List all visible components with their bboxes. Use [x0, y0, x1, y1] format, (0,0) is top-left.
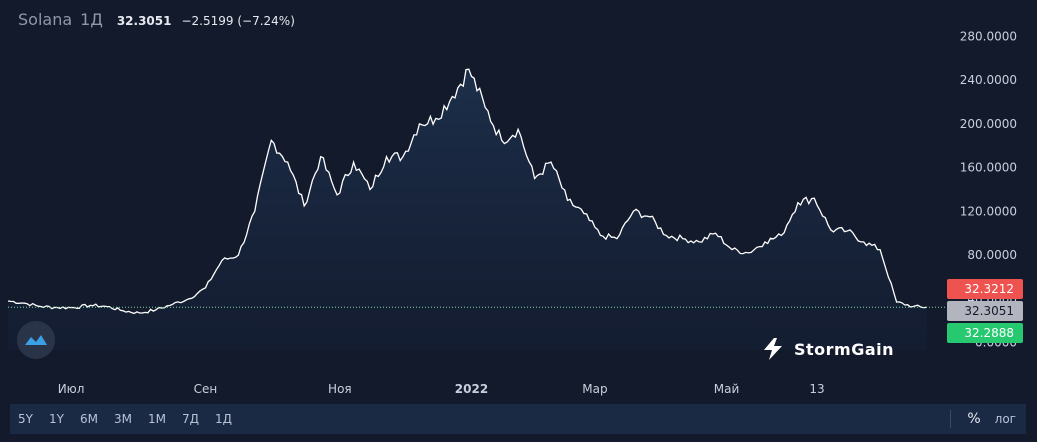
price-tag-last: 32.3051 — [964, 304, 1014, 318]
bottom-toolbar: 5Y 1Y 6M 3M 1M 7Д 1Д % лог — [10, 404, 1026, 434]
legend-timeframe: 1Д — [80, 10, 103, 29]
price-series-line — [7, 68, 927, 315]
chart-logo-button[interactable] — [17, 321, 55, 359]
x-tick-label: Ноя — [328, 382, 352, 396]
range-button-1m[interactable]: 1M — [147, 412, 166, 426]
price-tag-last-bg — [947, 301, 1023, 321]
y-tick-label: 200.0000 — [960, 117, 1017, 131]
price-area-fill — [8, 69, 927, 350]
range-button-3m[interactable]: 3M — [113, 412, 132, 426]
y-tick-label: 120.0000 — [960, 204, 1017, 218]
price-tag-low-bg — [947, 323, 1023, 343]
range-button-6m[interactable]: 6M — [79, 412, 98, 426]
y-tick-label: 240.0000 — [960, 73, 1017, 87]
x-tick-label: Июл — [58, 382, 85, 396]
toolbar-right-group: % лог — [942, 410, 1026, 428]
price-tag-low: 32.2888 — [964, 326, 1014, 340]
range-button-7d[interactable]: 7Д — [181, 412, 199, 426]
x-tick-label: 2022 — [455, 382, 488, 396]
stormgain-logo-icon — [764, 338, 782, 360]
toolbar-divider — [950, 410, 952, 428]
cloud-chart-icon — [25, 335, 47, 345]
log-scale-toggle[interactable]: лог — [994, 412, 1016, 426]
x-tick-label: Мар — [582, 382, 607, 396]
percent-scale-toggle[interactable]: % — [967, 411, 981, 427]
brand-name: StormGain — [794, 339, 895, 359]
price-tag-high-bg — [947, 279, 1023, 299]
legend-symbol: Solana — [18, 10, 73, 29]
x-tick-label: Сен — [194, 382, 218, 396]
range-button-5y[interactable]: 5Y — [18, 412, 33, 426]
chart-legend: Solana 1Д 32.3051 −2.5199 (−7.24%) — [18, 10, 295, 29]
x-tick-label: Май — [714, 382, 740, 396]
x-tick-label: 13 — [809, 382, 824, 396]
range-button-1d[interactable]: 1Д — [214, 412, 232, 426]
brand-watermark: StormGain — [760, 336, 894, 362]
price-tag-high: 32.3212 — [964, 282, 1014, 296]
legend-change: −2.5199 (−7.24%) — [181, 14, 295, 28]
y-tick-label: 80.0000 — [967, 248, 1017, 262]
legend-last-price: 32.3051 — [116, 14, 172, 28]
y-tick-label: 280.0000 — [960, 29, 1017, 43]
y-tick-label: 160.0000 — [960, 161, 1017, 175]
range-button-1y[interactable]: 1Y — [48, 412, 64, 426]
